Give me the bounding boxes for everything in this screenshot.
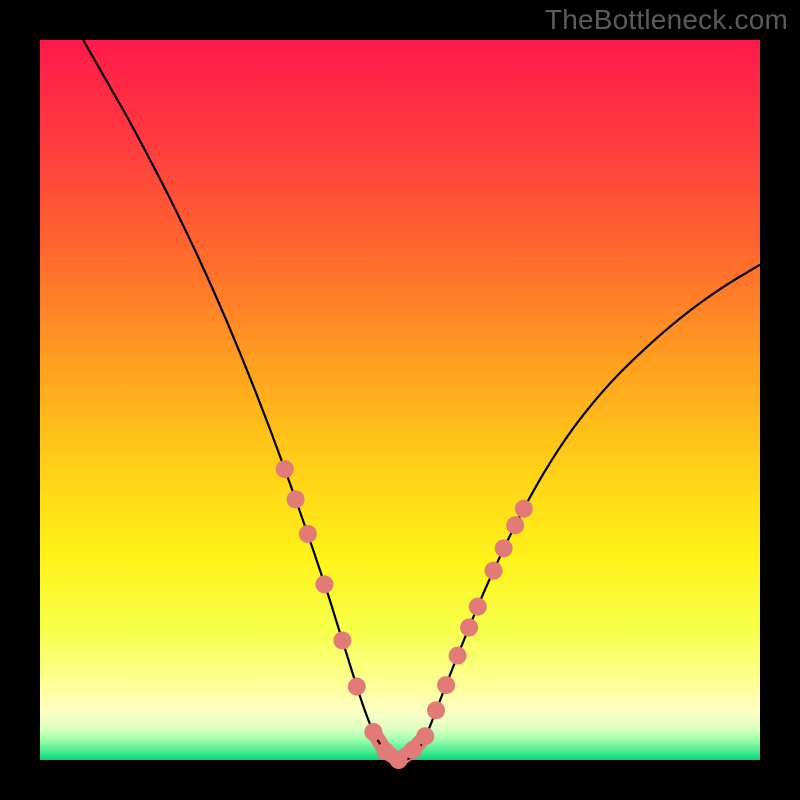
marker-dot <box>348 678 366 696</box>
marker-dot <box>515 500 533 518</box>
marker-dot <box>485 562 503 580</box>
marker-dot <box>404 741 422 759</box>
marker-dot <box>469 598 487 616</box>
marker-dot <box>315 575 333 593</box>
marker-dot <box>287 490 305 508</box>
marker-dot <box>364 723 382 741</box>
marker-dot <box>427 701 445 719</box>
marker-dot <box>333 631 351 649</box>
marker-dot <box>460 619 478 637</box>
figure-root: TheBottleneck.com <box>0 0 800 800</box>
marker-dot <box>416 727 434 745</box>
plot-background <box>40 40 760 760</box>
marker-dot <box>276 460 294 478</box>
marker-dot <box>299 525 317 543</box>
marker-dot <box>437 676 455 694</box>
marker-dot <box>506 516 524 534</box>
chart-svg <box>0 0 800 800</box>
marker-dot <box>449 647 467 665</box>
marker-dot <box>495 539 513 557</box>
